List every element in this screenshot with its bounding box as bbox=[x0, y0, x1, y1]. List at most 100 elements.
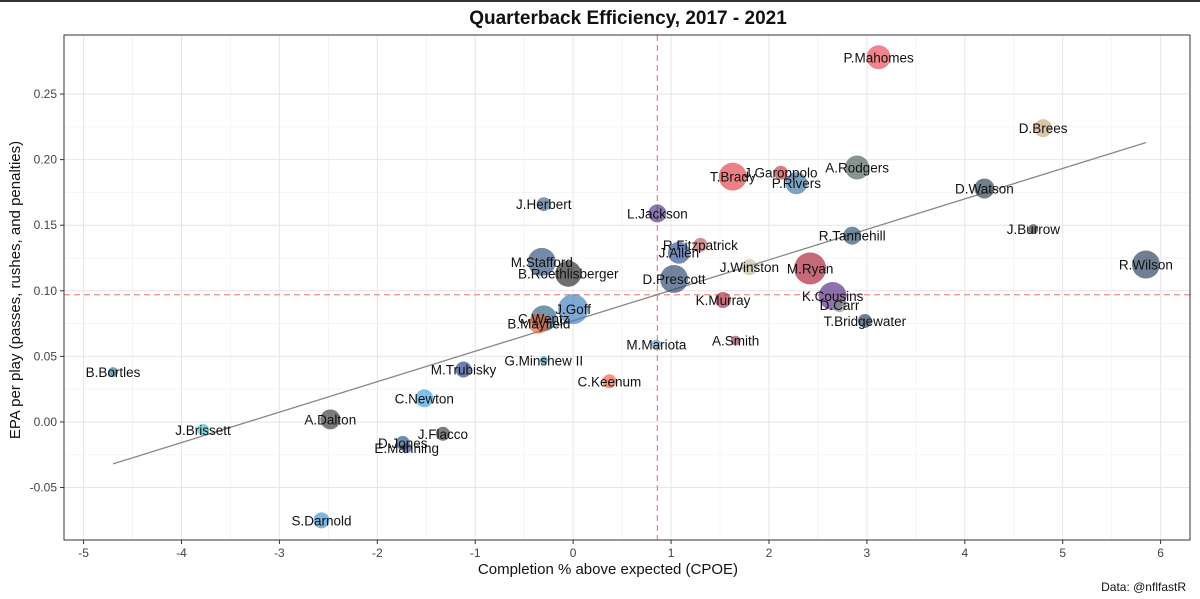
point-label: B.Bortles bbox=[86, 365, 141, 380]
point-g-minshew-ii bbox=[539, 356, 548, 365]
reference-lines bbox=[64, 35, 1190, 540]
point-c-keenum bbox=[602, 374, 617, 389]
point-label: J.Garoppolo bbox=[744, 166, 818, 181]
point-label: J.Winston bbox=[720, 260, 779, 275]
point-b-mayfield bbox=[528, 313, 549, 334]
x-tick-label: -4 bbox=[176, 546, 187, 560]
point-m-trubisky bbox=[455, 361, 472, 378]
point-label: C.Keenum bbox=[577, 374, 641, 389]
y-tick-label: 0.00 bbox=[34, 415, 58, 429]
point-j-allen bbox=[667, 241, 690, 264]
data-source-caption: Data: @nflfastR bbox=[1101, 580, 1186, 594]
point-label: C.Wentz bbox=[518, 311, 570, 326]
x-tick-label: -5 bbox=[78, 546, 89, 560]
point-label: M.Ryan bbox=[787, 261, 834, 276]
y-tick-label: 0.15 bbox=[34, 218, 58, 232]
point-j-goff bbox=[558, 294, 589, 325]
x-tick-label: 5 bbox=[1059, 546, 1066, 560]
point-m-ryan bbox=[794, 252, 827, 285]
point-label: B.Mayfield bbox=[507, 317, 570, 332]
point-label: K.Murray bbox=[696, 293, 751, 308]
point-c-newton bbox=[415, 389, 434, 408]
point-d-carr bbox=[832, 298, 847, 313]
y-tick-label: 0.10 bbox=[34, 284, 58, 298]
point-label: M.Mariota bbox=[626, 338, 687, 353]
point-p-mahomes bbox=[866, 45, 891, 70]
point-l-jackson bbox=[648, 204, 667, 223]
point-b-bortles bbox=[107, 367, 118, 378]
y-tick-label: 0.05 bbox=[34, 349, 58, 363]
point-label: R.Tannehill bbox=[819, 229, 886, 244]
plot-panel-border bbox=[63, 34, 1191, 541]
point-label: G.Minshew II bbox=[504, 353, 583, 368]
point-e-manning bbox=[401, 443, 412, 454]
point-label: B.Roethlisberger bbox=[518, 267, 619, 282]
chart-title: Quarterback Efficiency, 2017 - 2021 bbox=[469, 8, 787, 29]
point-label: J.Brissett bbox=[175, 423, 231, 438]
point-label: P.Rivers bbox=[772, 176, 822, 191]
point-label: A.Rodgers bbox=[825, 160, 889, 175]
y-axis-label: EPA per play (passes, rushes, and penalt… bbox=[7, 141, 24, 439]
point-label: J.Allen bbox=[659, 246, 700, 261]
x-tick-label: 4 bbox=[961, 546, 968, 560]
point-j-herbert bbox=[536, 197, 551, 212]
point-label: C.Newton bbox=[395, 391, 454, 406]
point-label: D.Brees bbox=[1019, 121, 1068, 136]
trend-line-group bbox=[112, 141, 1147, 465]
point-a-smith bbox=[730, 335, 741, 346]
point-j-winston bbox=[741, 259, 758, 276]
y-axis-ticks: -0.05 0.00 0.05 0.10 0.15 0.20 0.25 bbox=[30, 87, 64, 495]
y-tick-label: 0.25 bbox=[34, 87, 58, 101]
x-axis-label: Completion % above expected (CPOE) bbox=[478, 561, 738, 578]
point-labels: P.MahomesD.BreesA.RodgersJ.GaroppoloT.Br… bbox=[86, 50, 1173, 528]
point-label: D.Carr bbox=[820, 298, 860, 313]
x-tick-label: 0 bbox=[570, 546, 577, 560]
point-m-stafford bbox=[527, 247, 556, 276]
point-t-bridgewater bbox=[857, 313, 872, 328]
point-j-burrow bbox=[1028, 224, 1039, 235]
point-label: S.Darnold bbox=[291, 513, 351, 528]
point-a-rodgers bbox=[845, 155, 870, 180]
point-p-rivers bbox=[785, 172, 808, 195]
point-t-brady bbox=[718, 162, 747, 191]
point-label: D.Jones bbox=[378, 436, 428, 451]
x-axis-ticks: -5 -4 -3 -2 -1 0 1 2 3 4 5 6 bbox=[78, 540, 1164, 560]
x-tick-label: -2 bbox=[372, 546, 383, 560]
x-tick-label: 6 bbox=[1157, 546, 1164, 560]
point-label: J.Goff bbox=[555, 302, 591, 317]
point-k-murray bbox=[714, 291, 731, 308]
point-label: P.Mahomes bbox=[843, 50, 914, 65]
x-tick-label: 3 bbox=[864, 546, 871, 560]
point-s-darnold bbox=[313, 512, 330, 529]
point-label: T.Brady bbox=[710, 170, 756, 185]
point-d-watson bbox=[974, 178, 995, 199]
point-b-roethlisberger bbox=[555, 260, 582, 287]
point-d-brees bbox=[1034, 119, 1053, 138]
point-label: A.Dalton bbox=[304, 412, 356, 427]
y-tick-label: -0.05 bbox=[30, 481, 58, 495]
point-label: J.Herbert bbox=[516, 197, 572, 212]
point-j-brissett bbox=[197, 423, 210, 436]
point-a-dalton bbox=[320, 409, 341, 430]
point-r-tannehill bbox=[843, 226, 862, 245]
point-label: D.Watson bbox=[955, 181, 1014, 196]
x-tick-label: 1 bbox=[668, 546, 675, 560]
trend-line bbox=[112, 141, 1147, 465]
point-label: M.Stafford bbox=[511, 255, 573, 270]
point-r-fitzpatrick bbox=[693, 237, 708, 252]
point-label: D.Prescott bbox=[642, 272, 705, 287]
point-r-wilson bbox=[1131, 250, 1160, 279]
point-label: M.Trubisky bbox=[431, 362, 497, 377]
point-label: A.Smith bbox=[712, 334, 759, 349]
point-m-mariota bbox=[651, 339, 662, 350]
point-j-flacco bbox=[435, 426, 450, 441]
point-label: T.Bridgewater bbox=[824, 314, 907, 329]
point-label: J.Burrow bbox=[1007, 222, 1061, 237]
top-border bbox=[0, 0, 1200, 2]
x-tick-label: 2 bbox=[766, 546, 773, 560]
point-label: R.Wilson bbox=[1119, 258, 1173, 273]
y-tick-label: 0.20 bbox=[34, 153, 58, 167]
point-label: J.Flacco bbox=[418, 427, 468, 442]
